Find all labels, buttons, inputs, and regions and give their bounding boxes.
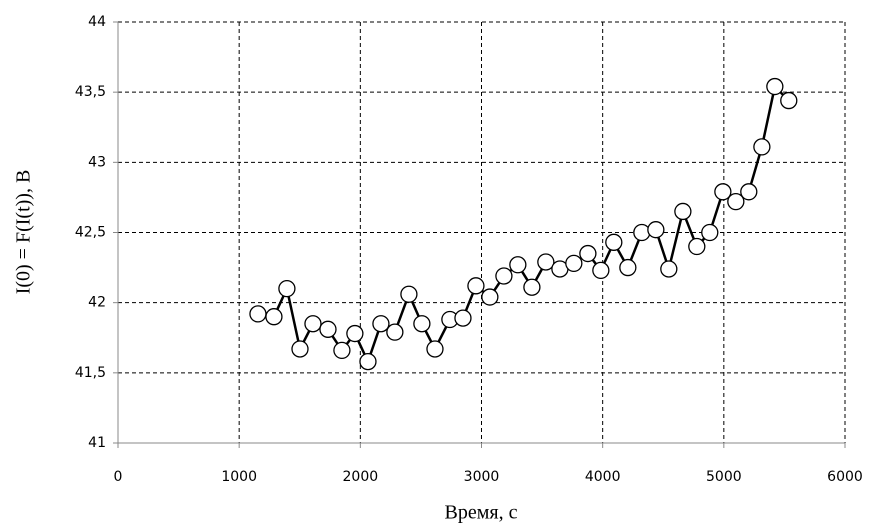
y-tick-label: 42: [88, 295, 106, 311]
data-point: [674, 202, 692, 221]
data-point: [727, 192, 745, 211]
x-tick-label: 5000: [706, 469, 742, 485]
data-point: [701, 223, 719, 242]
x-tick-label: 0: [114, 469, 123, 485]
data-point: [565, 254, 583, 273]
x-tick-label: 6000: [827, 469, 863, 485]
data-point: [537, 253, 555, 271]
data-point: [523, 278, 541, 296]
data-point: [426, 340, 444, 358]
x-tick-label: 4000: [585, 469, 621, 485]
data-point: [619, 258, 637, 277]
data-point: [766, 77, 784, 96]
data-point: [780, 91, 798, 110]
data-point: [647, 221, 665, 239]
data-point: [467, 277, 485, 295]
data-point: [633, 223, 651, 242]
data-point: [386, 323, 404, 341]
y-tick-label: 41: [88, 435, 106, 451]
data-point: [359, 352, 377, 371]
data-point: [454, 309, 472, 327]
data-point: [605, 233, 623, 251]
data-point: [660, 260, 678, 278]
data-point: [592, 261, 610, 280]
data-line: [257, 84, 790, 365]
data-point: [291, 340, 309, 358]
y-tick-label: 42,5: [75, 225, 106, 241]
data-point: [509, 256, 527, 274]
data-point: [740, 183, 758, 201]
y-tick-label: 41,5: [75, 365, 106, 381]
data-point: [413, 315, 431, 333]
x-tick-label: 2000: [343, 469, 379, 485]
data-point: [688, 237, 706, 256]
data-point: [333, 341, 351, 360]
data-point: [372, 315, 390, 333]
x-tick-label: 1000: [221, 469, 257, 485]
data-point: [304, 315, 322, 333]
data-point: [319, 320, 337, 338]
y-axis-title: I(0) = F(I(t)), В: [13, 170, 35, 295]
data-point: [579, 244, 597, 263]
data-point: [249, 305, 267, 323]
y-tick-label: 43: [88, 154, 106, 170]
data-point: [481, 288, 499, 306]
x-axis-title: Время, с: [445, 502, 518, 524]
x-tick-label: 3000: [464, 469, 500, 485]
data-point: [265, 308, 283, 326]
data-point: [400, 285, 418, 303]
data-point: [753, 138, 771, 156]
y-tick-label: 43,5: [75, 84, 106, 100]
data-point: [495, 267, 513, 285]
data-point: [278, 279, 296, 298]
y-tick-label: 44: [88, 14, 106, 30]
data-point: [346, 324, 364, 343]
data-point: [714, 183, 732, 201]
